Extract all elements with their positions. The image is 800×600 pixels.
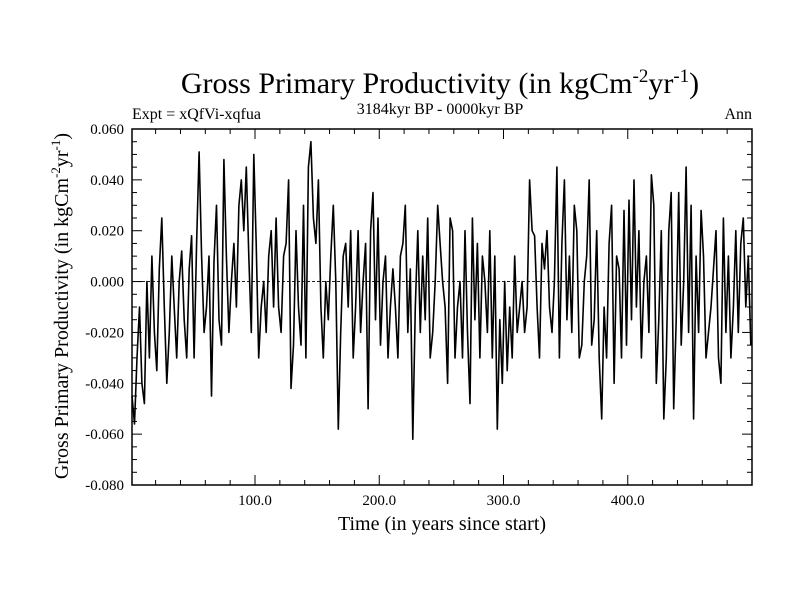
season-label: Ann: [724, 106, 752, 123]
x-tick-label: 100.0: [238, 493, 272, 509]
x-tick-label: 200.0: [362, 493, 396, 509]
y-tick-label: -0.020: [85, 325, 124, 341]
chart-title: Gross Primary Productivity (in kgCm-2yr-…: [181, 66, 699, 100]
y-tick-label: -0.080: [85, 478, 124, 494]
y-tick-label: 0.040: [90, 173, 124, 189]
x-axis-label: Time (in years since start): [338, 513, 546, 535]
y-tick-label: -0.040: [85, 376, 124, 392]
chart-title-sup2: -1: [673, 66, 689, 87]
x-tick-label: 400.0: [611, 493, 645, 509]
y-axis-label: Gross Primary Productivity (in kgCm-2yr-…: [48, 133, 73, 479]
y-tick-label: 0.060: [90, 122, 124, 138]
plot-frame: [131, 128, 753, 486]
time-range-label: 3184kyr BP - 0000kyr BP: [357, 101, 524, 118]
y-tick-label: -0.060: [85, 427, 124, 443]
experiment-label: Expt = xQfVi-xqfua: [132, 106, 261, 123]
gpp-series-line: [131, 140, 752, 441]
chart-title-sup1: -2: [633, 66, 649, 87]
y-tick-label: 0.020: [90, 224, 124, 240]
y-tick-label: 0.000: [90, 275, 124, 291]
x-tick-label: 300.0: [487, 493, 521, 509]
